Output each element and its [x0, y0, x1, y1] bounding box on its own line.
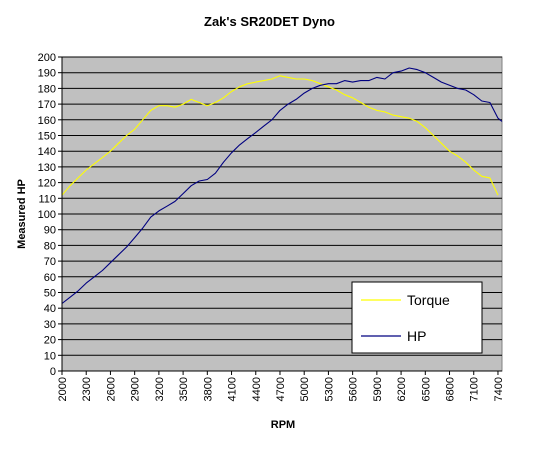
y-tick-label: 120 [38, 178, 56, 190]
x-tick-label: 6200 [396, 377, 408, 401]
y-tick-label: 50 [44, 288, 56, 300]
x-tick-label: 2600 [105, 377, 117, 401]
y-tick-label: 30 [44, 319, 56, 331]
x-tick-label: 4100 [227, 377, 239, 401]
y-tick-label: 200 [38, 52, 56, 64]
x-tick-label: 2000 [57, 377, 69, 401]
y-tick-label: 100 [38, 209, 56, 221]
x-tick-label: 5600 [348, 377, 360, 401]
y-tick-label: 90 [44, 225, 56, 237]
y-axis-label: Measured HP [16, 179, 28, 249]
legend: Torque HP [351, 281, 483, 354]
y-tick-label: 140 [38, 146, 56, 158]
y-tick-label: 60 [44, 272, 56, 284]
x-tick-label: 2900 [130, 377, 142, 401]
series-line-hp [61, 67, 503, 304]
series-line-torque [61, 75, 499, 196]
y-tick-label: 0 [50, 366, 56, 378]
grid-lines [62, 56, 502, 356]
y-tick-label: 80 [44, 240, 56, 252]
legend-label-torque: Torque [407, 292, 450, 308]
y-tick-label: 130 [38, 162, 56, 174]
legend-label-hp: HP [407, 328, 426, 344]
y-tick-label: 180 [38, 83, 56, 95]
x-tick-label: 5000 [299, 377, 311, 401]
x-tick-label: 6500 [420, 377, 432, 401]
x-tick-label: 5900 [372, 377, 384, 401]
x-axis-ticks: 2000 2300 2600 2900 3200 3500 3800 4100 4400 4700… [57, 371, 505, 401]
y-tick-label: 190 [38, 68, 56, 80]
x-tick-label: 3200 [154, 377, 166, 401]
series-layer [61, 67, 503, 304]
x-tick-label: 7100 [469, 377, 481, 401]
x-tick-label: 7400 [493, 377, 505, 401]
y-tick-label: 110 [38, 193, 56, 205]
legend-box [351, 281, 483, 354]
x-tick-label: 6800 [445, 377, 457, 401]
y-tick-label: 150 [38, 131, 56, 143]
x-axis-label: RPM [271, 419, 295, 431]
y-tick-label: 40 [44, 303, 56, 315]
x-tick-label: 4400 [251, 377, 263, 401]
x-tick-label: 3800 [202, 377, 214, 401]
x-tick-label: 3500 [178, 377, 190, 401]
y-tick-label: 10 [44, 350, 56, 362]
chart-title: Zak's SR20DET Dyno [204, 14, 335, 29]
y-tick-label: 70 [44, 256, 56, 268]
x-tick-label: 5300 [323, 377, 335, 401]
y-tick-label: 20 [44, 335, 56, 347]
x-tick-label: 2300 [81, 377, 93, 401]
y-tick-label: 160 [38, 115, 56, 127]
x-tick-label: 4700 [275, 377, 287, 401]
y-axis-ticks: 0 10 20 30 40 50 60 70 80 90 100 110 120 130 140 150 160… [38, 52, 62, 378]
y-tick-label: 170 [38, 99, 56, 111]
